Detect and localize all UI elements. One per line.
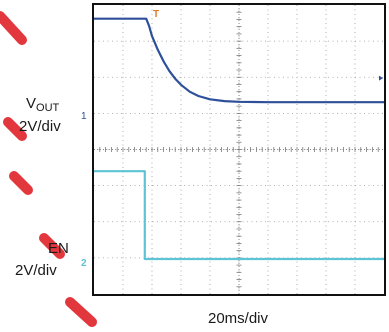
vout-label-sub: OUT [36, 102, 60, 114]
en-scale-label: 2V/div [15, 262, 57, 279]
trace-offscreen-marker [379, 75, 383, 81]
vout-label-main: V [26, 95, 37, 112]
grid [94, 5, 384, 294]
trace-vout [94, 17, 384, 104]
trigger-marker: T [153, 9, 159, 20]
trace-en [94, 170, 384, 261]
vout-scale-label: 2V/div [19, 118, 61, 135]
traces [94, 17, 384, 261]
x-scale-label: 20ms/div [208, 310, 269, 327]
channel-1-marker: 1 [81, 111, 87, 122]
vout-label: VOUT [26, 95, 59, 117]
channel-2-marker: 2 [81, 258, 87, 269]
en-label: EN [48, 240, 69, 257]
